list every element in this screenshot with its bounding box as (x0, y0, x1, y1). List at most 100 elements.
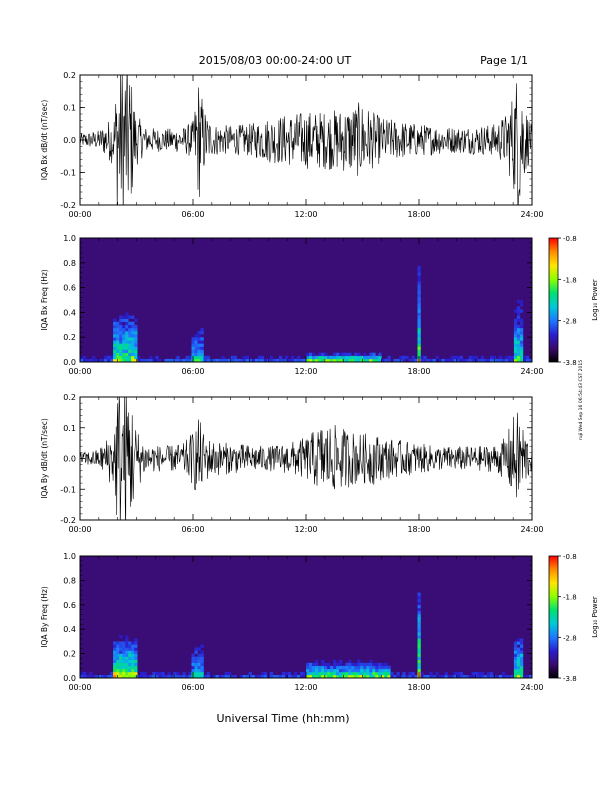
spectrogram-cell (375, 665, 379, 670)
spectrogram-cell (459, 675, 463, 678)
spectrogram-cell (194, 671, 198, 676)
spectrogram-cell (417, 284, 421, 288)
spectrogram-cell (417, 644, 421, 648)
spectrogram-cell (333, 358, 337, 362)
spectrogram-cell (161, 675, 165, 678)
spectrogram-cell (191, 349, 195, 353)
spectrogram-cell (417, 607, 421, 612)
spectrogram-cell (122, 346, 126, 350)
spectrogram-cell (224, 671, 228, 676)
spectrogram-cell (197, 659, 201, 663)
spectrogram-cell (131, 337, 135, 341)
spectrogram-cell (303, 671, 307, 676)
spectrogram-cell (513, 340, 518, 344)
spectrogram-cell (417, 656, 421, 660)
spectrogram-cell (372, 355, 376, 360)
spectrogram-cell (194, 665, 198, 670)
x-tick-label: 24:00 (520, 210, 543, 219)
spectrogram-cell (429, 675, 433, 678)
spectrogram-cell (116, 321, 120, 326)
spectrogram-cell (339, 665, 343, 670)
spectrogram-cell (417, 309, 421, 313)
x-tick-label: 00:00 (68, 210, 91, 219)
spectrogram-cell (393, 358, 397, 362)
spectrogram-cell (197, 668, 201, 673)
spectrogram-cell (194, 659, 198, 663)
spectrogram-cell (417, 275, 421, 279)
spectrogram-cell (526, 675, 530, 678)
spectrogram-cell (387, 665, 391, 670)
spectrogram-cell (119, 358, 123, 362)
spectrogram-cell (116, 324, 120, 329)
spectrogram-cell (417, 650, 421, 654)
spectrogram-cell (318, 671, 322, 676)
spectrogram-cell (134, 346, 138, 350)
spectrogram-cell (83, 355, 87, 360)
spectrogram-cell (191, 352, 195, 357)
spectrogram-cell (212, 675, 216, 678)
x-tick-label: 12:00 (294, 367, 317, 376)
spectrogram-cell (381, 671, 385, 676)
spectrogram-cell (495, 675, 500, 678)
spectrogram-cell (477, 358, 482, 362)
spectrogram-cell (384, 665, 388, 670)
spectrogram-cell (516, 641, 521, 645)
spectrogram-cell (381, 675, 385, 678)
spectrogram-cell (122, 331, 126, 335)
spectrogram-cell (372, 352, 376, 357)
spectrogram-cell (348, 662, 352, 667)
spectrogram-cell (516, 675, 521, 678)
spectrogram-cell (125, 358, 129, 362)
y-axis-label: IQA By Freq (Hz) (40, 586, 49, 648)
spectrogram-cell (287, 358, 292, 362)
spectrogram-cell (230, 358, 234, 362)
spectrogram-cell (363, 662, 367, 667)
spectrogram-cell (390, 675, 394, 678)
x-tick-label: 18:00 (407, 525, 430, 534)
spectrogram-cell (303, 358, 307, 362)
spectrogram-cell (363, 675, 367, 678)
spectrogram-cell (312, 675, 316, 678)
spectrogram-cell (429, 358, 433, 362)
spectrogram-cell (134, 641, 138, 645)
spectrogram-cell (269, 355, 274, 360)
spectrogram-cell (324, 665, 328, 670)
spectrogram-cell (453, 671, 457, 676)
spectrogram-cell (182, 358, 186, 362)
spectrogram-cell (134, 665, 138, 670)
spectrogram-cell (200, 355, 204, 360)
spectrogram-cell (197, 675, 201, 678)
spectrogram-cell (122, 641, 126, 645)
spectrogram-cell (369, 662, 373, 667)
spectrogram-cell (330, 668, 334, 673)
spectrogram-cell (122, 334, 126, 338)
spectrogram-cell (215, 675, 219, 678)
spectrogram-cell (119, 644, 123, 648)
spectrogram-cell (417, 665, 421, 670)
spectrogram-cell (119, 324, 123, 329)
spectrogram-cell (269, 358, 274, 362)
spectrogram-cell (519, 331, 524, 335)
spectrogram-cell (357, 662, 361, 667)
spectrogram-cell (417, 272, 421, 276)
spectrogram-cell (113, 337, 117, 341)
spectrogram-cell (471, 358, 475, 362)
spectrogram-cell (519, 321, 524, 326)
spectrogram-cell (200, 358, 204, 362)
spectrogram-cell (354, 671, 358, 676)
spectrogram-cell (122, 675, 126, 678)
spectrogram-cell (498, 355, 503, 360)
spectrogram-cell (417, 278, 421, 282)
spectrogram-cell (420, 358, 424, 362)
spectrogram-cell (345, 671, 349, 676)
spectrogram-cell (405, 675, 409, 678)
colorbar-label: Log₁₀ Power (591, 596, 599, 638)
spectrogram-cell (122, 662, 126, 667)
spectrogram-cell (125, 324, 129, 329)
spectrogram-cell (489, 671, 494, 676)
plot-area (80, 397, 532, 520)
spectrogram-cell (200, 340, 204, 344)
spectrogram-cell (125, 635, 129, 639)
spectrogram-cell (330, 675, 334, 678)
spectrogram-cell (345, 355, 349, 360)
